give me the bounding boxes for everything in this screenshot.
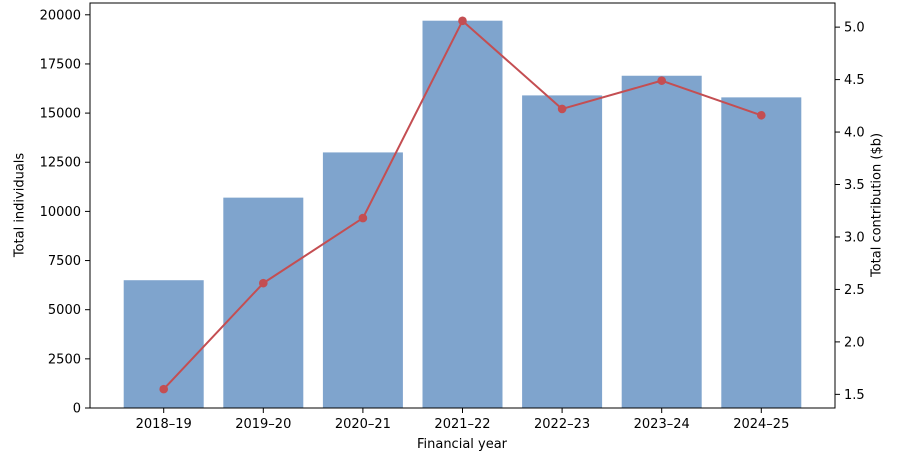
left-tick-label: 10000 (40, 205, 81, 220)
x-tick-label: 2024–25 (733, 417, 789, 432)
right-tick-label: 4.0 (844, 126, 865, 141)
right-tick-label: 2.5 (844, 283, 865, 298)
marker-2020–21 (358, 213, 368, 223)
x-tick-label: 2019–20 (235, 417, 291, 432)
bar-2019–20 (223, 197, 304, 408)
left-tick-label: 5000 (48, 303, 81, 318)
bar-2020–21 (322, 152, 403, 408)
left-tick-label: 15000 (40, 107, 81, 122)
right-tick-label: 3.5 (844, 178, 865, 193)
right-axis-title: Total contribution ($b) (869, 132, 885, 278)
right-tick-label: 4.5 (844, 73, 865, 88)
x-tick-label: 2018–19 (136, 417, 192, 432)
right-tick-label: 3.0 (844, 230, 865, 245)
x-tick-label: 2021–22 (434, 417, 490, 432)
left-tick-label: 0 (73, 402, 81, 417)
left-tick-label: 7500 (48, 254, 81, 269)
marker-2018–19 (159, 384, 169, 394)
x-axis-title: Financial year (416, 437, 508, 452)
right-tick-label: 5.0 (844, 21, 865, 36)
left-axis-title: Total individuals (12, 152, 28, 258)
right-tick-label: 2.0 (844, 335, 865, 350)
bar-2021–22 (422, 20, 503, 408)
marker-2022–23 (557, 104, 567, 114)
right-tick-label: 1.5 (844, 388, 865, 403)
marker-2021–22 (458, 16, 467, 26)
left-tick-label: 17500 (40, 57, 81, 72)
marker-2019–20 (259, 278, 268, 288)
bar-2022–23 (522, 95, 603, 408)
marker-2024–25 (756, 110, 766, 120)
x-tick-label: 2023–24 (634, 417, 690, 432)
x-tick-label: 2022–23 (534, 417, 590, 432)
bar-2023–24 (621, 75, 702, 408)
x-tick-label: 2020–21 (335, 417, 391, 432)
left-tick-label: 20000 (40, 8, 81, 23)
bar-2024–25 (721, 97, 802, 409)
left-tick-label: 2500 (48, 352, 81, 367)
left-tick-label: 12500 (40, 156, 81, 171)
marker-2023–24 (657, 76, 666, 85)
